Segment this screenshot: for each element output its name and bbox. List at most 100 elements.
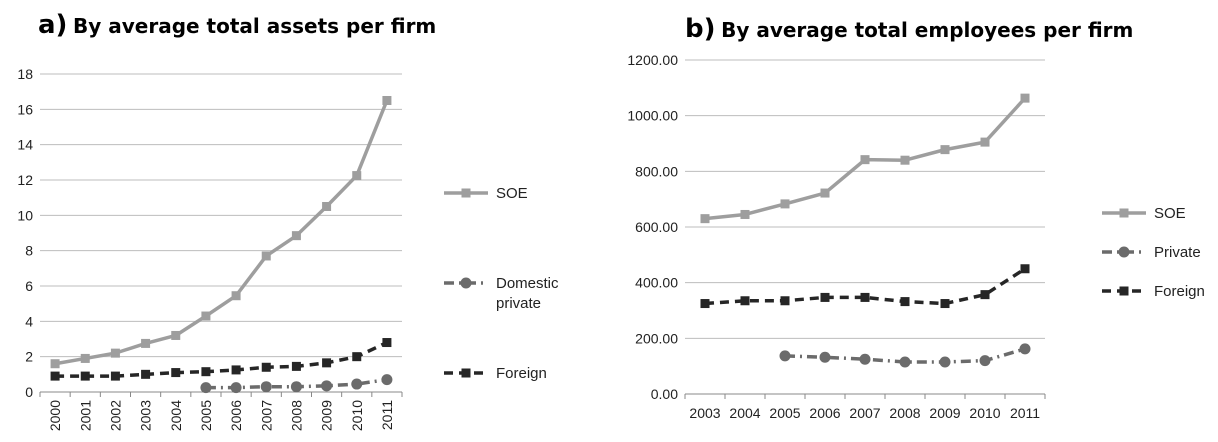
x-tick-label: 2008 <box>889 405 920 421</box>
y-tick-label: 12 <box>17 172 33 188</box>
data-point-soe <box>322 202 332 211</box>
data-point-private <box>779 350 791 362</box>
y-tick-label: 10 <box>17 207 33 223</box>
data-point-soe <box>110 348 120 358</box>
data-point-foreign <box>50 371 60 381</box>
y-tick-label: 0 <box>25 384 33 400</box>
data-point-foreign <box>700 299 710 309</box>
y-tick-label: 200.00 <box>635 330 678 346</box>
data-point-private <box>899 356 911 368</box>
data-point-soe <box>780 199 790 209</box>
data-point-foreign <box>860 292 870 302</box>
y-tick-label: 14 <box>17 137 33 153</box>
chart-panel-assets: a) By average total assets per firm 0 2 4 6… <box>0 0 600 442</box>
data-point-domestic-private <box>381 374 393 386</box>
data-point-soe <box>740 209 750 219</box>
chart-title-assets: a) By average total assets per firm <box>38 10 436 40</box>
data-point-soe <box>291 231 301 241</box>
data-point-soe <box>980 137 990 147</box>
data-point-soe <box>820 188 830 198</box>
data-point-soe <box>201 311 211 321</box>
data-point-foreign <box>940 299 950 309</box>
data-point-foreign <box>291 361 301 371</box>
legend-label-soe: SOE <box>1154 205 1186 222</box>
x-tick-label: 2009 <box>929 405 960 421</box>
y-tick-label: 0.00 <box>651 386 678 402</box>
x-tick-label: 2007 <box>258 400 274 431</box>
data-point-foreign <box>171 368 181 378</box>
chart-panel-employees: b) By average total employees per firm 0… <box>605 0 1218 442</box>
data-point-soe <box>1020 93 1030 103</box>
data-point-soe <box>352 171 362 181</box>
x-tick-label: 2011 <box>379 400 395 430</box>
x-tick-label: 2011 <box>1010 405 1040 421</box>
data-point-private <box>859 353 871 365</box>
data-point-foreign <box>820 292 830 302</box>
y-tick-label: 800.00 <box>635 163 678 179</box>
x-tick-label: 2010 <box>349 400 365 431</box>
y-tick-label: 18 <box>17 66 33 82</box>
x-tick-label: 2006 <box>809 405 840 421</box>
x-tick-label: 2003 <box>138 400 154 431</box>
legend-marker-foreign <box>1119 286 1129 296</box>
legend-marker-foreign <box>461 368 471 378</box>
y-tick-label: 1000.00 <box>627 108 678 124</box>
data-point-soe <box>940 145 950 155</box>
data-point-foreign <box>201 367 211 377</box>
data-point-soe <box>141 338 151 348</box>
data-point-soe <box>382 96 392 105</box>
legend-label-private: Private <box>1154 244 1201 261</box>
y-tick-label: 1200.00 <box>627 52 678 68</box>
data-point-domestic-private <box>321 380 333 392</box>
x-tick-label: 2007 <box>849 405 880 421</box>
x-tick-label: 2010 <box>969 405 1000 421</box>
legend-marker-domestic-private <box>460 277 472 289</box>
x-tick-label: 2004 <box>729 405 760 421</box>
data-point-foreign <box>322 358 332 368</box>
data-point-foreign <box>141 369 151 379</box>
data-point-foreign <box>110 371 120 381</box>
x-tick-label: 2001 <box>77 400 93 431</box>
y-tick-label: 600.00 <box>635 219 678 235</box>
data-point-foreign <box>900 297 910 307</box>
y-tick-label: 400.00 <box>635 275 678 291</box>
data-point-domestic-private <box>290 381 302 393</box>
series-line-foreign <box>55 340 388 378</box>
data-point-foreign <box>740 296 750 306</box>
data-point-foreign <box>382 338 392 348</box>
panel-letter-b: b) <box>685 14 716 44</box>
x-tick-label: 2005 <box>198 400 214 431</box>
legend-marker-private <box>1118 246 1130 258</box>
x-tick-label: 2002 <box>107 400 123 431</box>
data-point-private <box>979 355 991 367</box>
y-tick-label: 16 <box>17 101 33 117</box>
data-point-soe <box>860 155 870 165</box>
x-tick-label: 2008 <box>288 400 304 431</box>
data-point-soe <box>900 155 910 165</box>
data-point-foreign <box>980 290 990 300</box>
data-point-private <box>939 356 951 368</box>
data-point-private <box>1019 343 1031 355</box>
data-point-soe <box>231 291 241 301</box>
y-tick-label: 4 <box>25 313 33 329</box>
y-tick-label: 2 <box>25 349 33 365</box>
x-tick-label: 2000 <box>47 400 63 431</box>
data-point-soe <box>261 251 271 261</box>
legend-label-foreign: Foreign <box>496 365 547 382</box>
legend-marker-soe <box>461 188 471 198</box>
data-point-foreign <box>352 352 362 362</box>
data-point-private <box>819 351 831 363</box>
data-point-foreign <box>80 371 90 381</box>
x-tick-label: 2004 <box>168 400 184 431</box>
data-point-soe <box>171 330 181 340</box>
legend-label-domestic-private: Domestic private <box>496 275 559 312</box>
series-line-foreign <box>704 267 1026 306</box>
employees-line-chart: 0.00 200.00 400.00 600.00 800.00 1000.00 1200.… <box>627 52 1204 421</box>
legend-label-soe: SOE <box>496 185 528 202</box>
panel-title-b: By average total employees per firm <box>721 18 1134 42</box>
assets-line-chart: 0 2 4 6 8 10 12 14 16 18 2000 2001 2002 2003 2004 2005 2… <box>17 66 559 431</box>
y-tick-label: 6 <box>25 278 33 294</box>
x-tick-label: 2003 <box>689 405 720 421</box>
data-point-soe <box>700 214 710 224</box>
data-point-soe <box>80 353 90 363</box>
